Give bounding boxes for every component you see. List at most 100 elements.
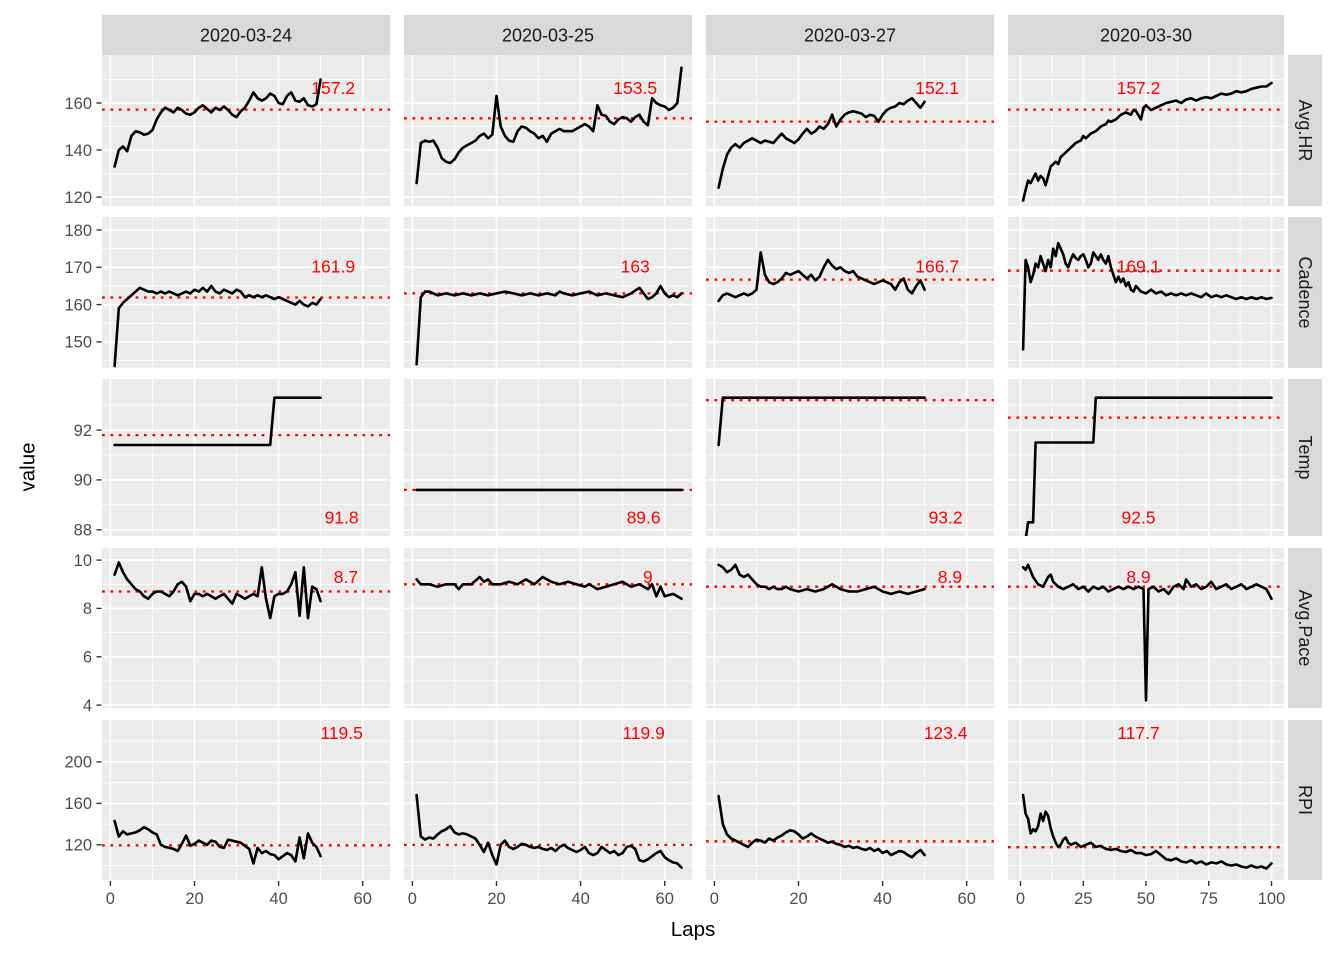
x-tick-label: 0 xyxy=(710,890,719,908)
x-tick-label: 20 xyxy=(487,890,505,908)
x-axis-ticks: 0 20 40 60 0 20 40 60 0 20 40 60 0 25 50 75 100 xyxy=(106,881,1285,908)
x-tick-label: 60 xyxy=(958,890,976,908)
y-axis-ticks: 120 140 160 150 160 170 180 88 90 92 4 6 8 10 120 160 20… xyxy=(64,95,102,855)
strip-background xyxy=(404,15,692,55)
facet-panel: 169.1 xyxy=(1008,217,1284,368)
grid-lines-major xyxy=(102,55,390,206)
x-tick-label: 0 xyxy=(1016,890,1025,908)
mean-value-label: 89.6 xyxy=(627,507,661,527)
series-line xyxy=(717,251,926,303)
x-tick-label: 60 xyxy=(354,890,372,908)
facet-column-strip: 2020-03-24 xyxy=(102,15,390,55)
y-tick-label: 90 xyxy=(74,472,92,490)
y-tick-label: 88 xyxy=(74,522,92,540)
facet-row-strip: Temp xyxy=(1288,379,1322,536)
panel-background xyxy=(706,55,994,206)
series-line xyxy=(717,97,926,189)
facet-column-strip: 2020-03-30 xyxy=(1008,15,1284,55)
facet-panel: 161.9 xyxy=(102,217,390,368)
panel-background xyxy=(706,548,994,708)
mean-value-label: 157.2 xyxy=(311,78,355,98)
series-line xyxy=(113,396,322,447)
mean-value-label: 8.9 xyxy=(938,567,962,587)
mean-value-label: 123.4 xyxy=(924,723,968,743)
grid-lines-major xyxy=(404,379,692,536)
facet-panel: 119.9 xyxy=(404,720,692,880)
strip-background xyxy=(1288,548,1322,708)
panel-background xyxy=(102,548,390,708)
facet-row-label: Avg.Pace xyxy=(1295,590,1315,667)
series-line xyxy=(113,78,322,168)
panel-background xyxy=(706,217,994,368)
grid-lines-major xyxy=(1008,379,1284,536)
mean-value-label: 117.7 xyxy=(1117,723,1160,743)
panel-background xyxy=(706,720,994,880)
grid-lines-major xyxy=(404,548,692,708)
mean-value-label: 161.9 xyxy=(311,256,355,276)
grid-lines-minor xyxy=(102,720,390,880)
y-tick-label: 10 xyxy=(74,552,92,570)
grid-lines-minor xyxy=(706,548,994,708)
grid-lines-minor xyxy=(706,379,994,536)
series-line xyxy=(113,284,322,368)
facet-panel: 92.5 xyxy=(1008,379,1284,536)
facet-row-strip: Avg.Pace xyxy=(1288,548,1322,708)
mean-value-label: 163 xyxy=(621,256,650,276)
grid-lines-major xyxy=(706,720,994,880)
x-tick-label: 40 xyxy=(269,890,287,908)
facet-row-label: Cadence xyxy=(1295,256,1315,328)
grid-lines-major xyxy=(1008,55,1284,206)
facet-row-label: Avg.HR xyxy=(1295,100,1315,162)
x-tick-label: 25 xyxy=(1074,890,1092,908)
facet-panel: 163 xyxy=(404,217,692,368)
series-line xyxy=(415,575,683,601)
mean-value-label: 119.5 xyxy=(320,723,363,743)
y-tick-label: 140 xyxy=(64,142,92,160)
y-tick-label: 150 xyxy=(64,334,92,352)
y-tick-label: 120 xyxy=(64,837,92,855)
series-line xyxy=(717,794,926,859)
strip-background xyxy=(706,15,994,55)
facet-panel: 89.6 xyxy=(404,379,692,536)
x-axis-title: Laps xyxy=(671,918,715,941)
panel-background xyxy=(404,720,692,880)
facet-panel: 157.2 xyxy=(102,55,390,206)
facet-row-strip: Avg.HR xyxy=(1288,55,1322,206)
series-line xyxy=(1024,396,1273,536)
x-tick-label: 50 xyxy=(1137,890,1155,908)
panel-background xyxy=(404,548,692,708)
strip-background xyxy=(1288,55,1322,206)
mean-value-label: 169.1 xyxy=(1117,256,1161,276)
x-tick-label: 20 xyxy=(185,890,203,908)
grid-lines-major xyxy=(404,55,692,206)
y-tick-label: 6 xyxy=(83,649,92,667)
mean-value-label: 152.1 xyxy=(915,78,959,98)
grid-lines-major xyxy=(706,55,994,206)
grid-lines-major xyxy=(102,548,390,708)
facet-row-strip: Cadence xyxy=(1288,217,1322,368)
facet-column-strip: 2020-03-25 xyxy=(404,15,692,55)
series-line xyxy=(1021,81,1273,202)
facet-column-label: 2020-03-27 xyxy=(804,25,896,45)
x-tick-label: 60 xyxy=(656,890,674,908)
strip-background xyxy=(1288,217,1322,368)
facet-panel: 152.1 xyxy=(706,55,994,206)
series-line xyxy=(415,793,683,869)
facet-panel: 153.5 xyxy=(404,55,692,206)
strip-background xyxy=(1288,379,1322,536)
grid-lines-major xyxy=(1008,217,1284,368)
x-tick-label: 40 xyxy=(873,890,891,908)
y-tick-label: 160 xyxy=(64,296,92,314)
facet-panel: 8.9 xyxy=(706,548,994,708)
y-tick-label: 170 xyxy=(64,259,92,277)
facet-panel: 119.5 xyxy=(102,720,390,880)
grid-lines-major xyxy=(706,217,994,368)
series-line xyxy=(113,561,322,620)
y-axis-title: value xyxy=(17,442,40,491)
grid-lines-major xyxy=(102,379,390,536)
facet-panel: 93.2 xyxy=(706,379,994,536)
strip-background xyxy=(1288,720,1322,880)
